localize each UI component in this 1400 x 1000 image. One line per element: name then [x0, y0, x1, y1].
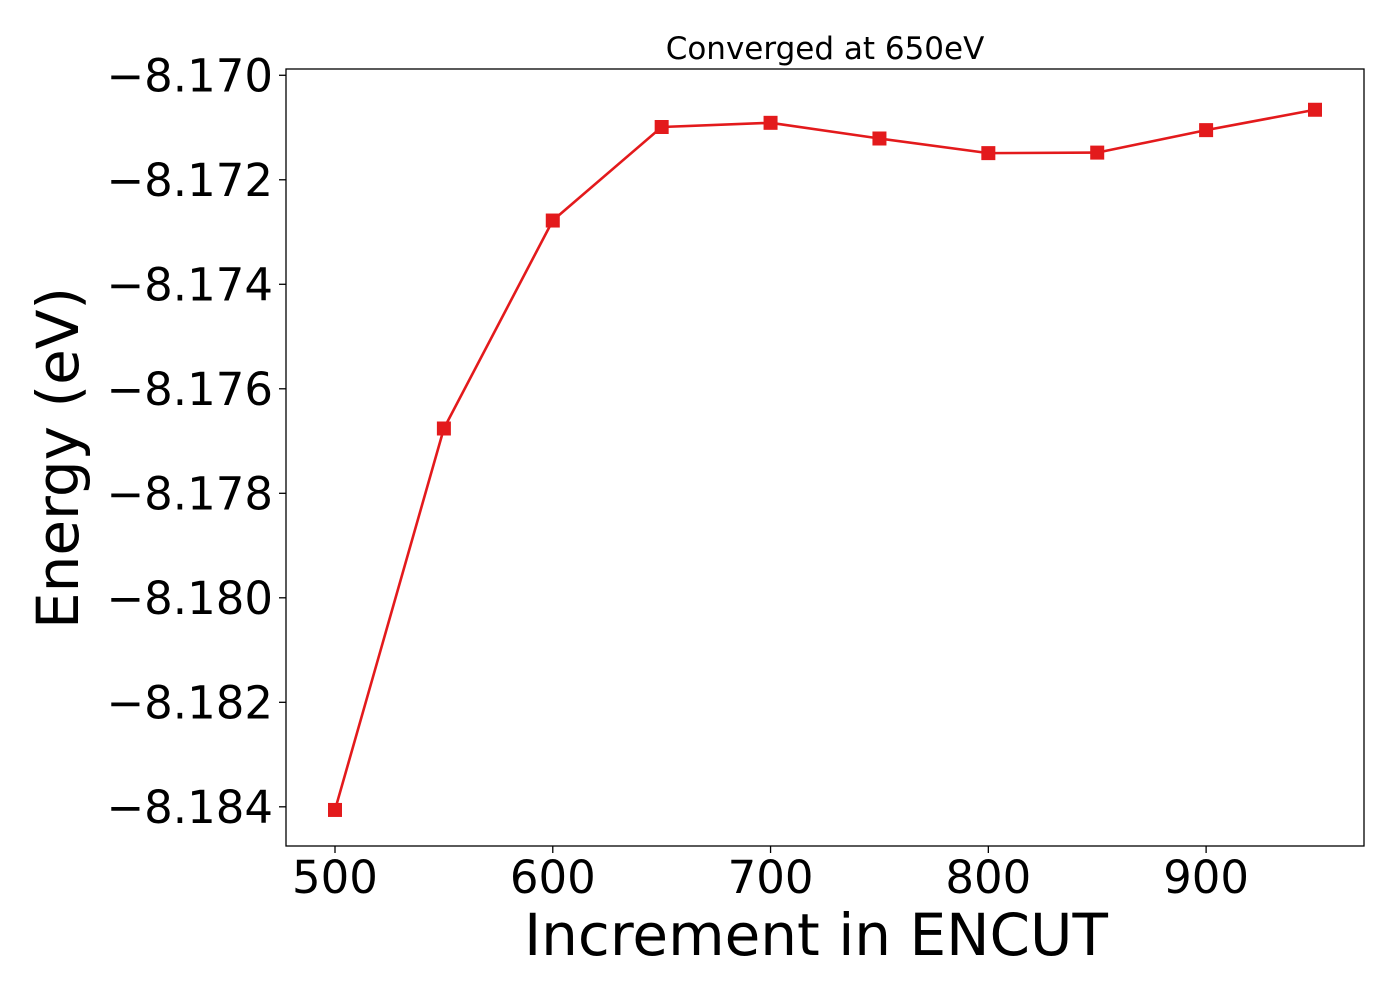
plot-frame [285, 68, 1365, 847]
x-tick-label: 600 [510, 851, 596, 904]
y-tick-label: −8.182 [106, 676, 273, 729]
x-tick-label: 500 [292, 851, 378, 904]
data-point-marker [1199, 123, 1214, 138]
y-tick-label: −8.180 [106, 572, 273, 625]
data-point-marker [328, 802, 342, 817]
data-point-marker [1308, 102, 1322, 117]
data-point-marker [1090, 145, 1105, 160]
series-line [333, 108, 1316, 811]
x-tick-label: 900 [1163, 851, 1249, 904]
data-point-marker [872, 131, 887, 146]
x-axis: 500 600 700 800 900 [292, 846, 1249, 904]
y-tick-label: −8.184 [106, 781, 273, 834]
x-tick-label: 800 [945, 851, 1031, 904]
chart-title: Converged at 650eV [666, 31, 985, 67]
y-axis: −8.170 −8.172 −8.174 −8.176 −8.178 −8.180 −8.1… [106, 49, 286, 834]
x-axis-label: Increment in ENCUT [524, 901, 1108, 969]
data-point-marker [545, 213, 560, 228]
data-point-marker [763, 115, 778, 130]
y-tick-label: −8.174 [106, 258, 273, 311]
y-tick-label: −8.178 [106, 467, 273, 520]
x-tick-label: 700 [728, 851, 814, 904]
plot-area [285, 68, 1365, 847]
y-tick-label: −8.170 [106, 49, 273, 102]
series-group [328, 102, 1322, 817]
data-point-marker [981, 146, 996, 161]
y-axis-label: Energy (eV) [24, 287, 92, 629]
y-tick-label: −8.176 [106, 363, 273, 416]
data-point-marker [654, 120, 669, 135]
data-point-marker [436, 421, 451, 436]
y-tick-label: −8.172 [106, 154, 273, 207]
